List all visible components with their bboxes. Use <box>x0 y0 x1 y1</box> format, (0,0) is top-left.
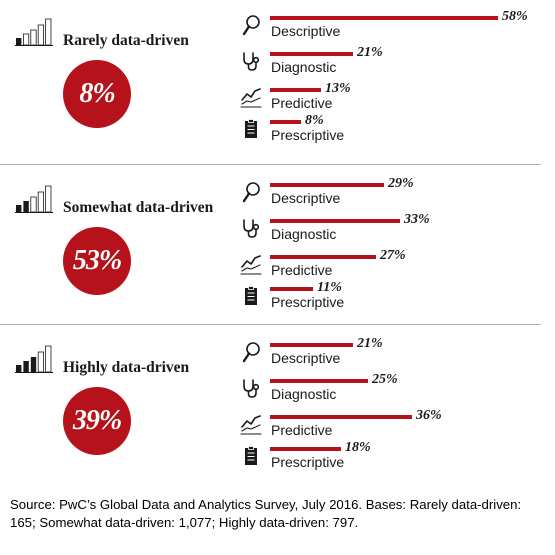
share-value: 39% <box>72 405 122 436</box>
bar <box>270 415 412 419</box>
value-label: 21% <box>357 45 383 60</box>
icon-bar <box>16 365 22 372</box>
clipboard-icon <box>245 286 257 305</box>
segment-label: Highly data-driven <box>63 359 190 376</box>
bar-row-descriptive: 29% Descriptive <box>0 176 555 215</box>
segment-rarely: Rarely data-driven 8% 58% Descriptive 21% D… <box>0 0 555 160</box>
trend-line-icon <box>240 88 262 108</box>
icon-bar <box>16 205 22 212</box>
category-label: Prescriptive <box>271 454 345 470</box>
category-label: Prescriptive <box>271 127 345 143</box>
bar <box>270 287 313 291</box>
bar-row-descriptive: 21% Descriptive <box>0 336 555 375</box>
share-value: 8% <box>79 78 115 109</box>
category-label: Prescriptive <box>271 294 345 310</box>
bar <box>270 379 368 383</box>
category-label: Descriptive <box>271 190 341 206</box>
value-label: 8% <box>305 113 324 128</box>
icon-bar <box>45 185 52 213</box>
icon-bar <box>37 24 45 46</box>
bar-row-predictive: 13% Predictive <box>0 81 555 120</box>
stethoscope-icon <box>243 52 260 71</box>
icon-bar <box>16 38 22 45</box>
bar-row-prescriptive: 8% Prescriptive <box>0 113 555 152</box>
value-label: 33% <box>404 212 430 227</box>
icon-bar <box>37 351 45 373</box>
bar <box>270 16 498 20</box>
value-label: 58% <box>502 9 528 24</box>
icon-bar <box>22 33 30 46</box>
value-label: 36% <box>416 408 442 423</box>
category-label: Diagnostic <box>271 226 337 242</box>
bar-row-diagnostic: 25% Diagnostic <box>0 372 555 411</box>
icon-bar <box>23 361 29 372</box>
icon-bar <box>30 29 37 46</box>
share-circle: 8% <box>63 60 131 128</box>
bar-chart-icon <box>15 18 53 46</box>
clipboard-icon <box>245 446 257 465</box>
magnifier-icon <box>242 342 260 363</box>
category-label: Predictive <box>271 262 333 278</box>
bar-row-predictive: 36% Predictive <box>0 408 555 447</box>
magnifier-icon <box>242 15 260 36</box>
stethoscope-icon <box>243 379 260 398</box>
bar-chart-icon <box>15 185 53 213</box>
category-label: Predictive <box>271 95 333 111</box>
icon-bar <box>30 196 37 213</box>
category-label: Descriptive <box>271 350 341 366</box>
value-label: 13% <box>325 81 351 96</box>
icon-bar <box>45 345 52 373</box>
bar <box>270 255 376 259</box>
bar <box>270 219 400 223</box>
section-divider <box>0 324 541 325</box>
segment-label: Somewhat data-driven <box>63 199 214 216</box>
bar-row-diagnostic: 21% Diagnostic <box>0 45 555 84</box>
value-label: 18% <box>345 440 371 455</box>
value-label: 11% <box>317 280 342 295</box>
bar-row-diagnostic: 33% Diagnostic <box>0 212 555 251</box>
bar <box>270 183 384 187</box>
icon-bar <box>37 191 45 213</box>
share-circle: 39% <box>63 387 131 455</box>
bar-row-descriptive: 58% Descriptive <box>0 9 555 48</box>
icon-bar <box>30 357 37 372</box>
bar <box>270 88 321 92</box>
clipboard-icon <box>245 119 257 138</box>
bar-row-prescriptive: 11% Prescriptive <box>0 280 555 319</box>
icon-bar <box>23 201 29 212</box>
segment-highly: Highly data-driven 39% 21% Descriptive 25%… <box>0 327 555 487</box>
category-label: Diagnostic <box>271 386 337 402</box>
bar-chart-icon <box>15 345 53 373</box>
bar <box>270 447 341 451</box>
section-divider <box>0 164 541 165</box>
share-circle: 53% <box>63 227 131 295</box>
value-label: 25% <box>372 372 398 387</box>
bar <box>270 120 301 124</box>
category-label: Descriptive <box>271 23 341 39</box>
icon-bar <box>45 18 52 46</box>
value-label: 27% <box>380 248 406 263</box>
magnifier-icon <box>242 182 260 203</box>
bar-row-predictive: 27% Predictive <box>0 248 555 287</box>
trend-line-icon <box>240 415 262 435</box>
category-label: Diagnostic <box>271 59 337 75</box>
share-value: 53% <box>72 245 122 276</box>
stethoscope-icon <box>243 219 260 238</box>
trend-line-icon <box>240 255 262 275</box>
bar <box>270 52 353 56</box>
segment-somewhat: Somewhat data-driven 53% 29% Descriptive 3… <box>0 167 555 327</box>
segment-label: Rarely data-driven <box>63 32 189 49</box>
value-label: 21% <box>357 336 383 351</box>
bar-row-prescriptive: 18% Prescriptive <box>0 440 555 479</box>
category-label: Predictive <box>271 422 333 438</box>
value-label: 29% <box>388 176 414 191</box>
source-note: Source: PwC’s Global Data and Analytics … <box>10 497 522 530</box>
bar <box>270 343 353 347</box>
